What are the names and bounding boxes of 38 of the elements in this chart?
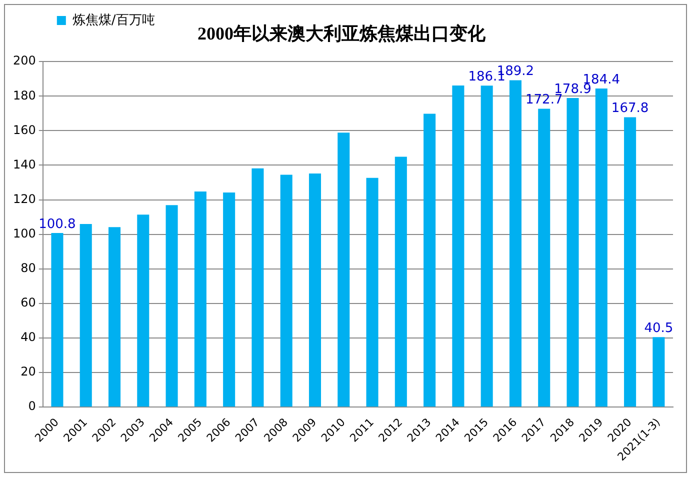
bar — [166, 205, 178, 407]
bar — [652, 337, 665, 407]
bar — [308, 174, 322, 407]
bar — [108, 227, 121, 407]
bar — [80, 224, 92, 407]
bar — [624, 117, 636, 407]
bar — [137, 214, 150, 407]
bar — [566, 98, 579, 407]
bar — [366, 178, 378, 407]
bar — [223, 192, 236, 407]
data-label: 100.8 — [38, 216, 76, 232]
y-tick-label: 140 — [13, 157, 36, 172]
y-tick-label: 200 — [13, 54, 36, 68]
y-tick-label: 180 — [13, 88, 36, 102]
y-tick-label: 100 — [13, 226, 36, 240]
y-tick-label: 160 — [13, 122, 36, 137]
bar — [509, 80, 522, 407]
y-tick-label: 20 — [20, 364, 36, 379]
data-label: 40.5 — [644, 321, 674, 336]
data-label: 167.8 — [611, 101, 649, 116]
bar — [194, 192, 206, 407]
y-tick-label: 80 — [20, 261, 36, 276]
bar — [252, 168, 264, 407]
y-tick-label: 120 — [13, 192, 36, 206]
bar — [280, 174, 292, 407]
bar — [51, 232, 64, 407]
bar — [424, 114, 436, 407]
bar — [338, 132, 350, 407]
y-tick-label: 40 — [20, 330, 36, 344]
legend-label: 炼焦煤/百万吨 — [72, 12, 155, 28]
y-tick-label: 60 — [20, 296, 36, 310]
chart-title: 2000年以来澳大利亚炼焦煤出口变化 — [198, 23, 486, 44]
bar — [452, 85, 464, 407]
bar — [480, 86, 493, 407]
bar — [394, 156, 407, 407]
y-tick-label: 0 — [28, 399, 36, 414]
bar — [595, 88, 608, 407]
bar — [538, 108, 550, 407]
